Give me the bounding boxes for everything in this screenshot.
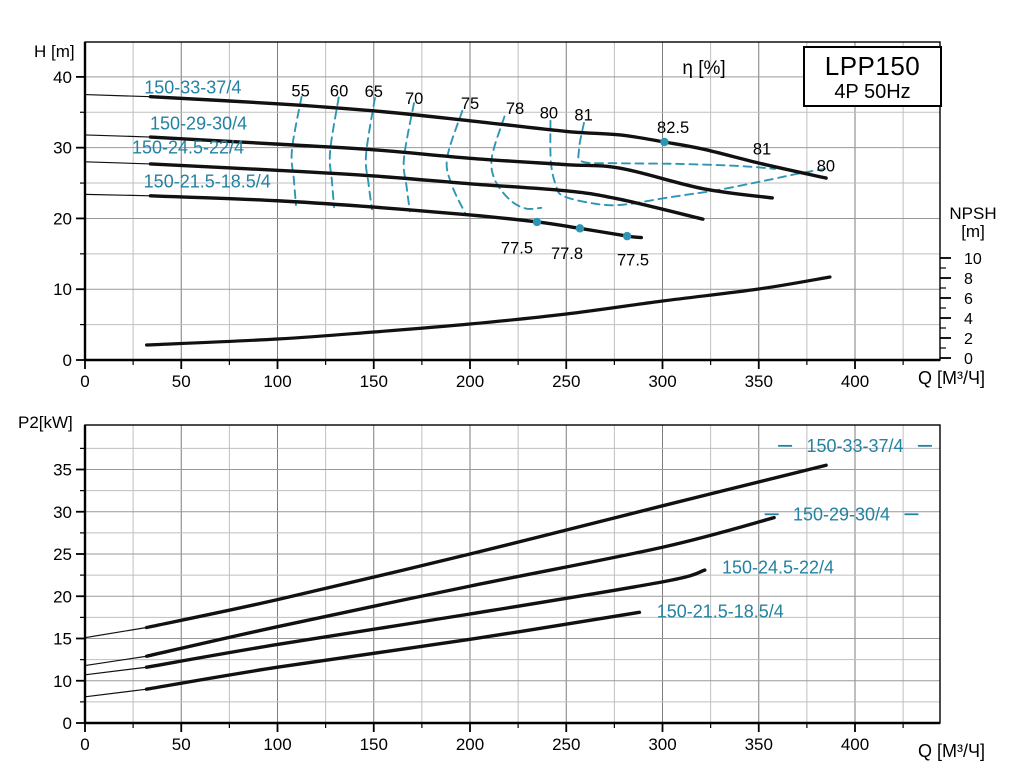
model-subtitle: 4P 50Hz bbox=[834, 80, 911, 103]
svg-text:150-21.5-18.5/4: 150-21.5-18.5/4 bbox=[657, 601, 784, 621]
svg-text:0: 0 bbox=[964, 351, 973, 368]
svg-text:250: 250 bbox=[552, 372, 580, 391]
eta-axis-title: η [%] bbox=[682, 58, 726, 79]
svg-text:50: 50 bbox=[172, 372, 191, 391]
svg-text:100: 100 bbox=[263, 735, 291, 754]
svg-text:80: 80 bbox=[540, 104, 558, 122]
svg-text:350: 350 bbox=[745, 372, 773, 391]
svg-text:81: 81 bbox=[753, 140, 771, 158]
svg-text:150: 150 bbox=[360, 372, 388, 391]
svg-text:35: 35 bbox=[53, 461, 72, 480]
svg-text:150-29-30/4: 150-29-30/4 bbox=[793, 504, 890, 524]
svg-text:10: 10 bbox=[53, 280, 72, 299]
svg-text:150-21.5-18.5/4: 150-21.5-18.5/4 bbox=[144, 172, 271, 192]
svg-text:65: 65 bbox=[365, 83, 383, 101]
svg-text:77.5: 77.5 bbox=[501, 239, 533, 257]
svg-text:25: 25 bbox=[53, 545, 72, 564]
svg-text:0: 0 bbox=[63, 714, 72, 733]
svg-text:150-24.5-22/4: 150-24.5-22/4 bbox=[722, 558, 834, 578]
svg-text:10: 10 bbox=[53, 672, 72, 691]
svg-text:55: 55 bbox=[291, 82, 309, 100]
svg-text:78: 78 bbox=[506, 100, 524, 118]
svg-text:4: 4 bbox=[964, 311, 973, 328]
svg-text:150-33-37/4: 150-33-37/4 bbox=[806, 436, 903, 456]
svg-text:82.5: 82.5 bbox=[657, 119, 689, 137]
model-name: LPP150 bbox=[824, 50, 921, 81]
svg-text:0: 0 bbox=[63, 351, 72, 370]
svg-text:15: 15 bbox=[53, 630, 72, 649]
svg-text:150-24.5-22/4: 150-24.5-22/4 bbox=[132, 138, 244, 158]
svg-text:2: 2 bbox=[964, 331, 973, 348]
svg-text:8: 8 bbox=[964, 271, 973, 288]
svg-text:200: 200 bbox=[456, 372, 484, 391]
svg-text:300: 300 bbox=[648, 372, 676, 391]
svg-text:40: 40 bbox=[53, 68, 72, 87]
npsh-axis-label: NPSH bbox=[949, 204, 997, 223]
svg-text:30: 30 bbox=[53, 139, 72, 158]
model-title-box: LPP150 4P 50Hz bbox=[803, 46, 942, 107]
svg-text:400: 400 bbox=[841, 735, 869, 754]
svg-text:0: 0 bbox=[80, 372, 89, 391]
svg-text:60: 60 bbox=[330, 82, 348, 100]
svg-text:20: 20 bbox=[53, 587, 72, 606]
svg-text:300: 300 bbox=[648, 735, 676, 754]
svg-text:10: 10 bbox=[964, 251, 982, 268]
svg-text:6: 6 bbox=[964, 291, 973, 308]
svg-text:70: 70 bbox=[405, 90, 423, 108]
svg-text:150-33-37/4: 150-33-37/4 bbox=[144, 77, 241, 97]
q-axis-label-bottom: Q [М³/Ч] bbox=[918, 741, 985, 761]
svg-text:20: 20 bbox=[53, 209, 72, 228]
h-axis-label: H [m] bbox=[34, 42, 75, 61]
svg-text:400: 400 bbox=[841, 372, 869, 391]
svg-text:80: 80 bbox=[817, 157, 835, 175]
svg-text:150: 150 bbox=[360, 735, 388, 754]
svg-text:81: 81 bbox=[574, 106, 592, 124]
svg-text:200: 200 bbox=[456, 735, 484, 754]
svg-text:77.8: 77.8 bbox=[551, 245, 583, 263]
svg-text:30: 30 bbox=[53, 503, 72, 522]
svg-text:250: 250 bbox=[552, 735, 580, 754]
svg-text:350: 350 bbox=[745, 735, 773, 754]
svg-text:150-29-30/4: 150-29-30/4 bbox=[150, 114, 247, 134]
npsh-axis-unit: [m] bbox=[961, 222, 985, 241]
svg-text:75: 75 bbox=[461, 95, 479, 113]
svg-text:100: 100 bbox=[263, 372, 291, 391]
q-axis-label-top: Q [М³/Ч] bbox=[918, 368, 985, 388]
svg-text:50: 50 bbox=[172, 735, 191, 754]
svg-text:77.5: 77.5 bbox=[617, 251, 649, 269]
p2-axis-label: P2[kW] bbox=[18, 413, 73, 432]
svg-text:0: 0 bbox=[80, 735, 89, 754]
